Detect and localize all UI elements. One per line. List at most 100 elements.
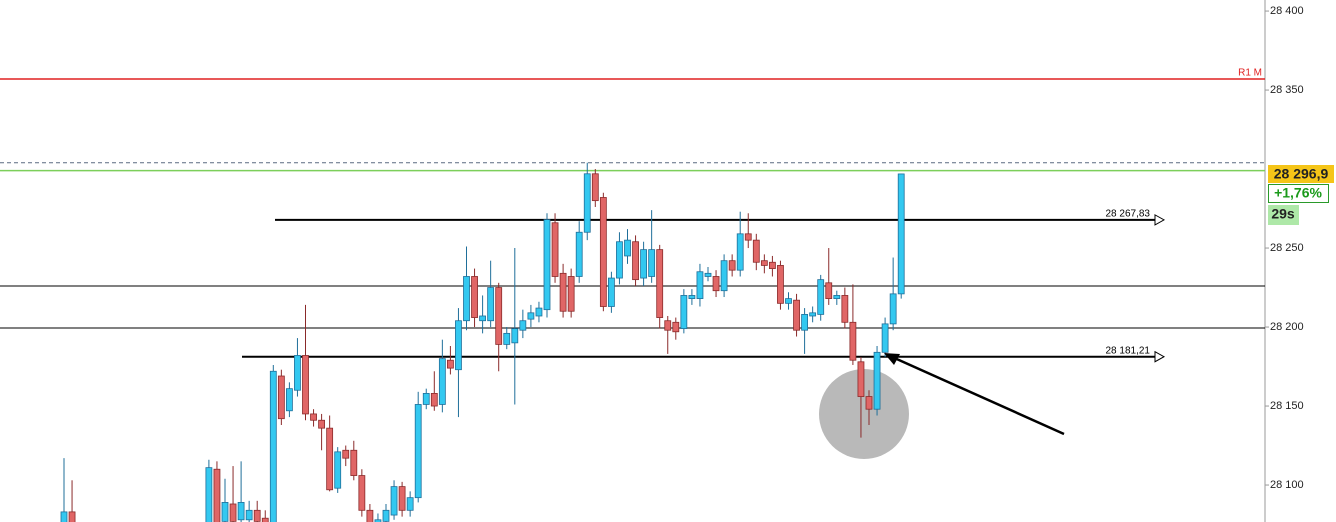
candle-body: [455, 320, 462, 371]
candle-body: [285, 388, 293, 412]
y-tick-label: 28 150: [1270, 400, 1304, 412]
candles: [60, 162, 905, 522]
candle-body: [302, 355, 309, 415]
candle-body: [479, 315, 487, 322]
annotation-arrow: [884, 353, 1065, 436]
candle-body: [310, 413, 317, 421]
candle-body: [720, 260, 728, 292]
candle-body: [406, 497, 414, 511]
candle-body: [825, 282, 833, 300]
candle-body: [881, 323, 889, 353]
candle-body: [744, 233, 752, 241]
candle-body: [640, 249, 647, 279]
highlight-circle: [819, 369, 909, 459]
candle-body: [696, 271, 704, 300]
change-box: [1268, 184, 1329, 203]
candle-body: [769, 261, 776, 269]
candle-body: [446, 359, 454, 369]
timer: 29s: [1271, 206, 1295, 222]
candle-body: [809, 312, 817, 317]
candle-body: [575, 231, 583, 277]
candle-body: [374, 519, 382, 522]
candle-body: [616, 241, 623, 279]
candle-body: [358, 475, 366, 511]
candle-body: [591, 173, 599, 202]
level-label: R1 M: [1238, 68, 1262, 79]
candle-body: [326, 427, 334, 491]
candle-body: [897, 173, 905, 295]
level-arrow: [1154, 214, 1166, 226]
candle-body: [648, 249, 656, 277]
candle-body: [712, 276, 720, 292]
candle-body: [833, 295, 841, 300]
candle-body: [495, 287, 503, 345]
candle-body: [382, 509, 390, 522]
level-label: 28 267,83: [1106, 209, 1151, 220]
candle-body: [253, 509, 261, 522]
candle-body: [873, 351, 881, 410]
candle-body: [704, 272, 712, 277]
last-price-box: [1268, 165, 1334, 183]
price-axis: 28 400 28 350 28 250 28 200 28 150 28 100: [1265, 5, 1304, 491]
levels: R1 M 28 267,83 28 181,21: [0, 68, 1265, 363]
candle-body: [390, 486, 398, 516]
candle-body: [624, 239, 631, 257]
candle-body: [865, 396, 873, 410]
candle-body: [736, 233, 744, 271]
candle-body: [342, 449, 350, 459]
candle-body: [817, 279, 825, 315]
candle-body: [318, 419, 326, 429]
candle-body: [245, 509, 253, 521]
candle-body: [68, 511, 76, 522]
candle-body: [503, 332, 511, 345]
candle-body: [213, 468, 221, 522]
candle-body: [237, 502, 245, 521]
y-tick-label: 28 400: [1270, 5, 1304, 17]
price-tags: 28 296,9 +1,76% 29s: [1268, 165, 1334, 225]
candle-body: [543, 219, 551, 311]
candle-body: [261, 517, 269, 522]
candle-body: [889, 293, 897, 325]
candle-body: [672, 321, 680, 333]
candle-body: [511, 328, 519, 344]
candle-body: [608, 277, 615, 307]
candle-body: [841, 295, 849, 323]
candle-body: [519, 320, 527, 331]
candle-body: [632, 241, 639, 281]
candle-body: [688, 295, 696, 300]
candle-body: [583, 173, 591, 233]
candle-body: [414, 404, 422, 499]
y-tick-label: 28 350: [1270, 84, 1304, 96]
candle-body: [334, 451, 342, 489]
candle-body: [857, 361, 865, 397]
y-tick-label: 28 100: [1270, 479, 1304, 491]
y-tick-label: 28 200: [1270, 321, 1304, 333]
timer-box: [1268, 205, 1299, 225]
candle-body: [752, 239, 760, 263]
candle-body: [551, 222, 559, 277]
y-tick-label: 28 250: [1270, 242, 1304, 254]
candle-body: [205, 467, 213, 522]
candle-body: [728, 260, 736, 271]
candle-body: [656, 249, 664, 318]
candle-body: [801, 314, 808, 331]
candle-body: [366, 509, 374, 522]
candle-body: [269, 370, 277, 522]
candle-body: [487, 287, 495, 322]
candle-body: [229, 503, 237, 522]
candle-body: [785, 298, 792, 304]
candle-body: [760, 260, 768, 266]
candle-body: [664, 320, 672, 331]
candle-body: [422, 392, 430, 405]
candle-body: [567, 276, 575, 312]
candle-body: [680, 295, 688, 330]
candle-body: [471, 276, 478, 318]
candle-body: [559, 272, 567, 312]
candle-body: [777, 265, 784, 304]
candle-body: [849, 321, 857, 361]
candle-body: [350, 449, 358, 476]
last-price: 28 296,9: [1274, 166, 1329, 182]
candle-body: [294, 355, 301, 391]
candle-body: [599, 197, 607, 307]
